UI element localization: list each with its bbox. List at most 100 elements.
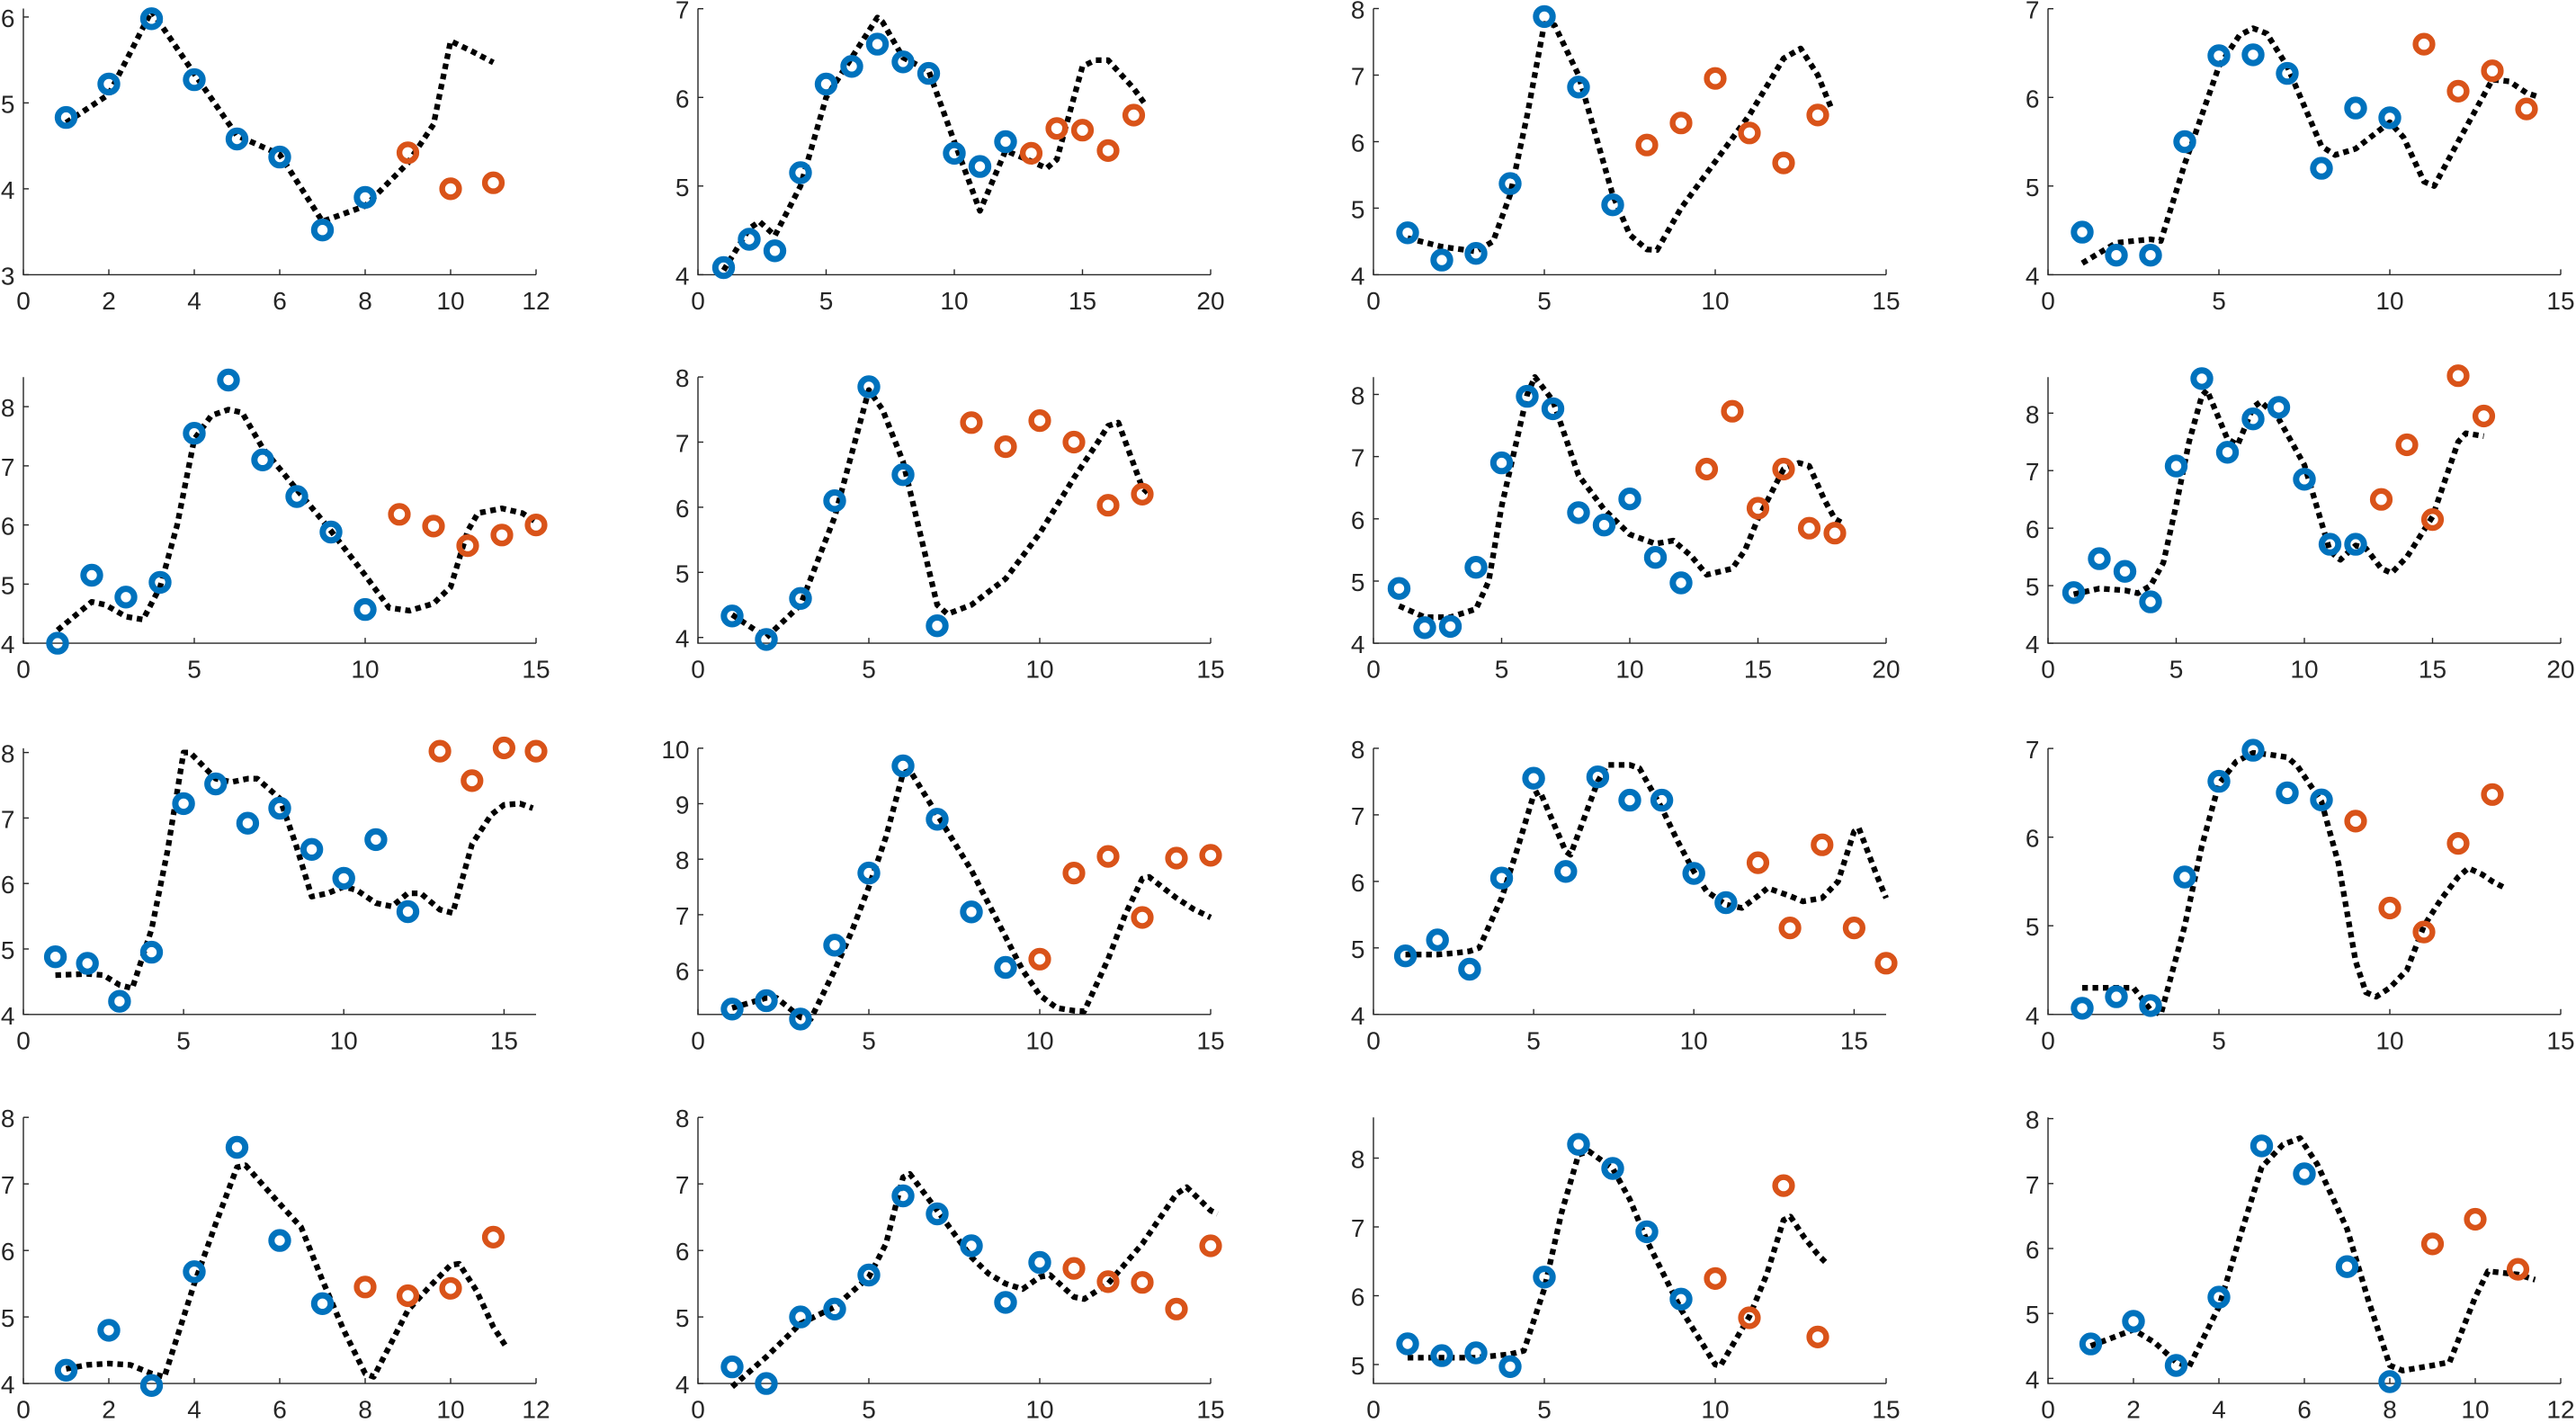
svg-text:5: 5	[862, 1396, 876, 1419]
svg-text:12: 12	[522, 1396, 550, 1419]
svg-text:5: 5	[1351, 568, 1365, 596]
svg-text:15: 15	[2546, 287, 2574, 315]
svg-text:8: 8	[2026, 1106, 2040, 1134]
svg-text:8: 8	[358, 287, 372, 315]
svg-text:6: 6	[2026, 85, 2040, 112]
svg-text:6: 6	[1351, 1284, 1365, 1311]
svg-text:7: 7	[1351, 802, 1365, 830]
svg-text:8: 8	[358, 1396, 372, 1419]
svg-text:4: 4	[1, 631, 15, 658]
svg-text:10: 10	[1615, 656, 1643, 684]
svg-text:5: 5	[1351, 195, 1365, 223]
svg-text:8: 8	[1, 1105, 15, 1132]
svg-text:10: 10	[1701, 1396, 1729, 1419]
svg-text:15: 15	[1196, 656, 1224, 684]
svg-text:2: 2	[2126, 1396, 2141, 1419]
svg-text:5: 5	[2212, 1026, 2226, 1054]
svg-text:4: 4	[675, 262, 690, 290]
svg-text:0: 0	[1366, 656, 1381, 684]
svg-text:6: 6	[2026, 825, 2040, 853]
svg-text:8: 8	[675, 364, 690, 392]
svg-text:7: 7	[2026, 1171, 2040, 1199]
svg-text:5: 5	[2026, 1301, 2040, 1329]
svg-text:0: 0	[2041, 656, 2055, 684]
svg-text:8: 8	[1351, 1146, 1365, 1174]
svg-text:10: 10	[436, 287, 464, 315]
svg-text:15: 15	[2546, 1026, 2574, 1054]
svg-text:10: 10	[2375, 1026, 2403, 1054]
svg-text:4: 4	[1, 1002, 15, 1030]
svg-text:10: 10	[351, 656, 379, 684]
svg-text:2: 2	[102, 1396, 116, 1419]
svg-text:5: 5	[176, 1026, 191, 1054]
svg-text:2: 2	[102, 287, 116, 315]
svg-text:15: 15	[1744, 656, 1772, 684]
svg-text:15: 15	[1872, 287, 1900, 315]
svg-text:0: 0	[1366, 287, 1381, 315]
svg-text:15: 15	[1069, 287, 1096, 315]
svg-text:4: 4	[1351, 1002, 1365, 1030]
svg-text:6: 6	[1351, 869, 1365, 897]
svg-text:0: 0	[2041, 287, 2055, 315]
svg-text:9: 9	[675, 792, 690, 819]
svg-text:15: 15	[1840, 1026, 1868, 1054]
svg-text:0: 0	[16, 1396, 31, 1419]
svg-text:5: 5	[2026, 573, 2040, 601]
svg-text:10: 10	[1025, 656, 1053, 684]
svg-text:15: 15	[1196, 1396, 1224, 1419]
svg-text:0: 0	[691, 656, 705, 684]
svg-text:0: 0	[2041, 1396, 2055, 1419]
svg-text:7: 7	[1351, 444, 1365, 472]
svg-text:7: 7	[1351, 1214, 1365, 1242]
svg-text:6: 6	[675, 85, 690, 112]
svg-text:8: 8	[1, 394, 15, 422]
svg-text:7: 7	[2026, 458, 2040, 486]
svg-text:4: 4	[675, 625, 690, 653]
svg-text:15: 15	[1872, 1396, 1900, 1419]
svg-text:7: 7	[675, 430, 690, 458]
svg-text:8: 8	[1351, 382, 1365, 410]
svg-text:5: 5	[819, 287, 834, 315]
svg-text:7: 7	[2026, 0, 2040, 24]
svg-text:6: 6	[1351, 506, 1365, 534]
svg-text:5: 5	[2212, 287, 2226, 315]
svg-text:5: 5	[675, 559, 690, 587]
svg-text:6: 6	[1351, 130, 1365, 157]
svg-text:5: 5	[862, 656, 876, 684]
svg-text:15: 15	[1196, 1026, 1224, 1054]
svg-text:6: 6	[2026, 1236, 2040, 1264]
svg-text:4: 4	[1, 1371, 15, 1399]
svg-text:4: 4	[1351, 262, 1365, 290]
svg-text:7: 7	[675, 0, 690, 24]
svg-text:0: 0	[16, 1026, 31, 1054]
svg-text:8: 8	[675, 846, 690, 874]
svg-text:5: 5	[1, 936, 15, 964]
svg-text:7: 7	[1, 805, 15, 833]
svg-text:4: 4	[1351, 631, 1365, 658]
svg-text:5: 5	[1, 1304, 15, 1332]
svg-text:7: 7	[1351, 63, 1365, 91]
svg-text:4: 4	[187, 1396, 201, 1419]
svg-text:6: 6	[675, 958, 690, 986]
svg-text:10: 10	[330, 1026, 358, 1054]
svg-text:3: 3	[1, 262, 15, 290]
svg-text:0: 0	[16, 656, 31, 684]
svg-text:5: 5	[675, 1304, 690, 1332]
svg-text:8: 8	[1, 740, 15, 768]
svg-text:12: 12	[2546, 1396, 2574, 1419]
svg-text:7: 7	[675, 1171, 690, 1199]
svg-text:4: 4	[2212, 1396, 2226, 1419]
svg-text:5: 5	[1526, 1026, 1541, 1054]
svg-text:6: 6	[273, 287, 287, 315]
svg-text:4: 4	[2026, 1365, 2040, 1393]
svg-text:15: 15	[522, 656, 550, 684]
svg-text:6: 6	[1, 513, 15, 541]
svg-text:5: 5	[2026, 913, 2040, 941]
svg-text:5: 5	[1351, 935, 1365, 963]
svg-text:20: 20	[2546, 656, 2574, 684]
svg-text:7: 7	[2026, 736, 2040, 764]
svg-text:10: 10	[436, 1396, 464, 1419]
svg-text:6: 6	[2026, 515, 2040, 543]
svg-text:5: 5	[1537, 287, 1552, 315]
svg-text:6: 6	[1, 871, 15, 899]
